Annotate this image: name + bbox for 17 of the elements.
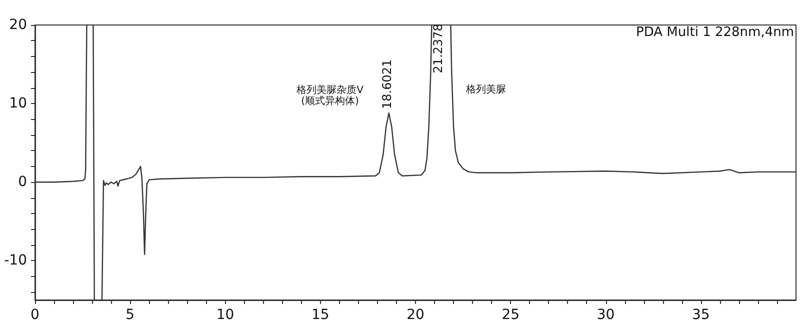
y-tick-label: 0 xyxy=(18,174,27,190)
x-tick-label: 25 xyxy=(502,307,520,323)
x-tick-label: 0 xyxy=(30,307,40,323)
x-tick-label: 5 xyxy=(126,307,135,323)
annotation: 21.2378 xyxy=(431,24,445,74)
x-tick-label: 35 xyxy=(692,307,710,323)
x-tick-label: 10 xyxy=(216,307,234,323)
x-tick-label: 20 xyxy=(406,307,424,323)
annotation: PDA Multi 1 228nm,4nm xyxy=(636,25,794,40)
y-tick-label: 20 xyxy=(9,17,27,33)
annotation: 格列美脲杂质Ⅴ (顺式异构体) xyxy=(296,84,364,107)
y-tick-label: -10 xyxy=(4,252,27,269)
annotation: 格列美脲 xyxy=(465,84,506,96)
x-tick-label: 30 xyxy=(596,307,615,323)
x-tick-label: 15 xyxy=(311,307,330,323)
annotation: 18.6021 xyxy=(380,59,394,109)
y-tick-label: 10 xyxy=(9,96,27,112)
